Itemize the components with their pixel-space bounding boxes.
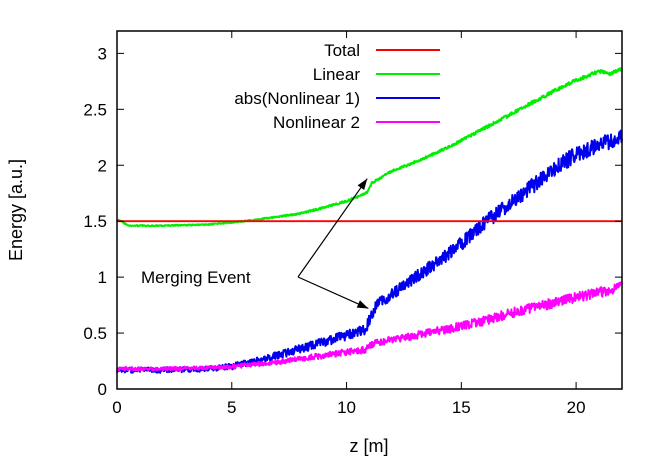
- legend-label: Nonlinear 2: [273, 113, 360, 132]
- y-tick-label: 1.5: [83, 212, 107, 231]
- annotation-arrowhead: [356, 300, 369, 309]
- x-tick-label: 5: [227, 398, 236, 417]
- y-tick-label: 0: [98, 380, 107, 399]
- annotation-arrow-line: [297, 178, 368, 278]
- legend-label: Total: [324, 41, 360, 60]
- annotation-arrow-line: [297, 276, 369, 309]
- y-axis-ticks: 0 0.5 1 1.5 2 2.5 3: [83, 44, 622, 399]
- x-tick-label: 0: [112, 398, 121, 417]
- plot-area: Merging Event: [116, 67, 623, 374]
- legend-label: abs(Nonlinear 1): [234, 89, 360, 108]
- series-line-nonlinear-2: [116, 281, 623, 372]
- y-tick-label: 2.5: [83, 100, 107, 119]
- merging-event-label: Merging Event: [141, 268, 251, 287]
- legend-label: Linear: [313, 65, 361, 84]
- y-axis-title: Energy [a.u.]: [6, 159, 26, 261]
- series-line-abs-nonlinear-1: [116, 129, 623, 374]
- plot-frame: [116, 30, 623, 390]
- legend: Total Linear abs(Nonlinear 1) Nonlinear 2: [234, 41, 440, 132]
- y-tick-label: 2: [98, 156, 107, 175]
- x-axis-title: z [m]: [350, 436, 389, 456]
- x-tick-label: 20: [567, 398, 586, 417]
- x-tick-label: 15: [452, 398, 471, 417]
- annotation-arrowhead: [357, 178, 368, 190]
- annotation-group: Merging Event: [141, 178, 369, 309]
- series-line-linear: [116, 67, 623, 228]
- y-tick-label: 1: [98, 268, 107, 287]
- x-tick-label: 10: [337, 398, 356, 417]
- y-tick-label: 3: [98, 44, 107, 63]
- x-axis-ticks: 0 5 10 15 20: [112, 31, 586, 417]
- series-group: [116, 67, 623, 374]
- y-tick-label: 0.5: [83, 324, 107, 343]
